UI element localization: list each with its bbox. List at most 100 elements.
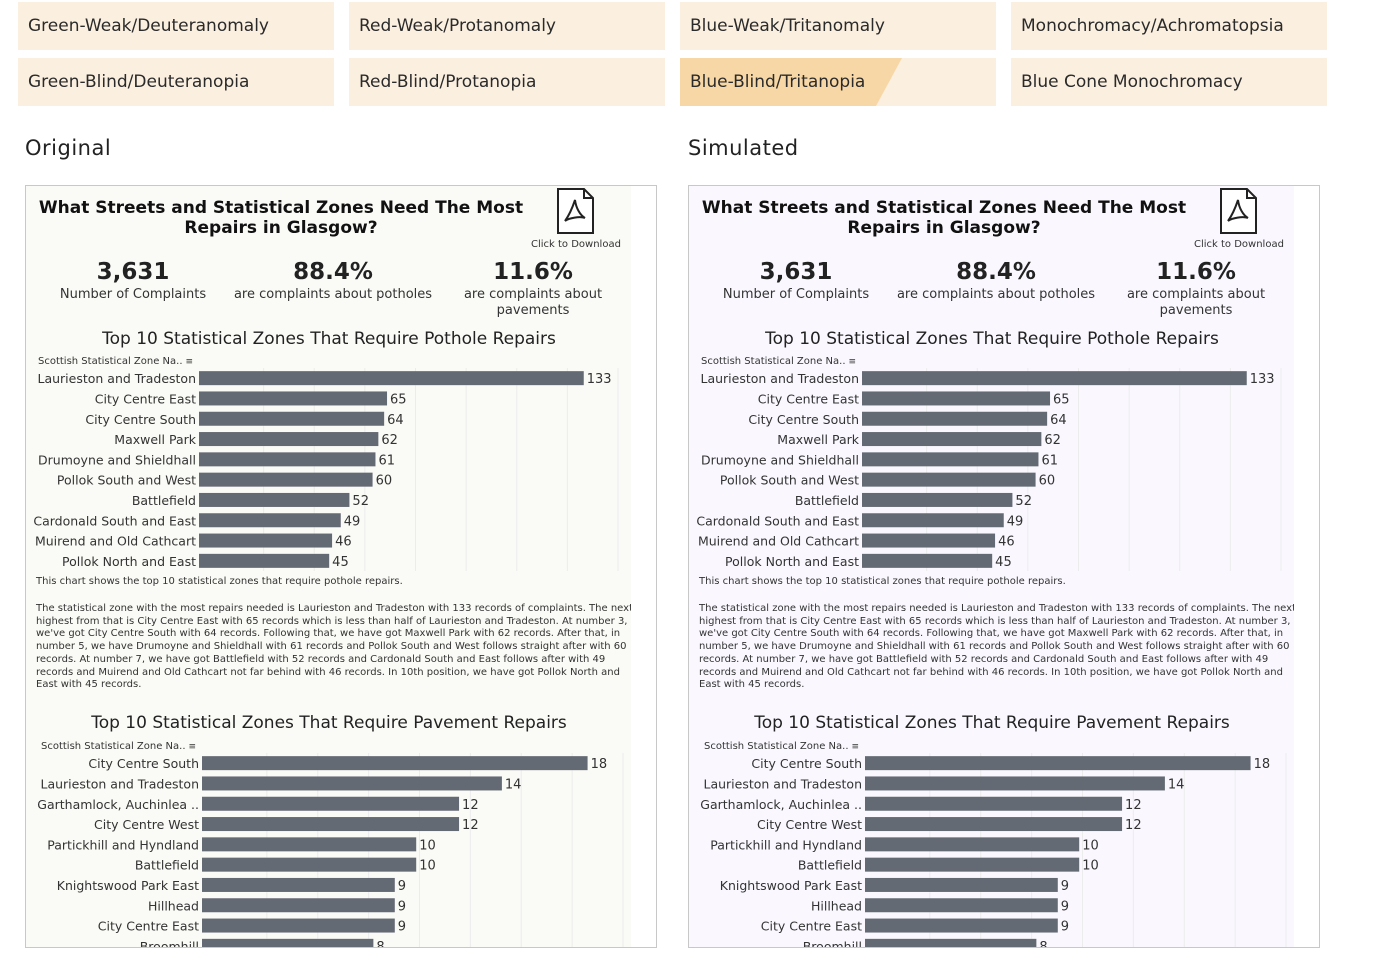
value-label: 8 <box>1039 940 1047 948</box>
kpi-potholes: 88.4% are complaints about potholes <box>233 259 433 303</box>
bar[interactable] <box>865 776 1165 791</box>
category-label: Battlefield <box>135 858 199 873</box>
bar[interactable] <box>202 877 395 892</box>
pothole-note-detail: The statistical zone with the most repai… <box>36 603 633 691</box>
kpi-label: are complaints about potholes <box>896 287 1096 302</box>
bar[interactable] <box>199 492 350 507</box>
bar[interactable] <box>862 371 1247 386</box>
filter-blue-weak[interactable]: Blue-Weak/Tritanomaly <box>680 2 996 50</box>
bar[interactable] <box>202 756 588 771</box>
axis-header[interactable]: Scottish Statistical Zone Na.. ≡ <box>704 741 860 752</box>
filter-blue-blind[interactable]: Blue-Blind/Tritanopia <box>680 58 996 106</box>
category-label: Broomhill <box>803 939 862 948</box>
bar[interactable] <box>862 513 1004 528</box>
bar[interactable] <box>862 432 1042 447</box>
bar[interactable] <box>865 796 1123 811</box>
value-label: 62 <box>381 433 398 448</box>
bar[interactable] <box>862 391 1051 406</box>
bar[interactable] <box>202 898 395 913</box>
bar[interactable] <box>199 533 333 548</box>
pothole-note-detail: The statistical zone with the most repai… <box>699 603 1296 691</box>
category-label: Laurieston and Tradeston <box>700 371 859 386</box>
bar[interactable] <box>865 817 1123 832</box>
kpi-potholes: 88.4% are complaints about potholes <box>896 259 1096 303</box>
axis-header[interactable]: Scottish Statistical Zone Na.. ≡ <box>701 356 857 367</box>
filter-red-blind[interactable]: Red-Blind/Protanopia <box>349 58 665 106</box>
filter-green-blind[interactable]: Green-Blind/Deuteranopia <box>18 58 334 106</box>
bar[interactable] <box>202 918 395 933</box>
value-label: 9 <box>398 899 406 914</box>
bar[interactable] <box>199 391 388 406</box>
filter-monochromacy[interactable]: Monochromacy/Achromatopsia <box>1011 2 1327 50</box>
bar[interactable] <box>199 472 373 487</box>
bar[interactable] <box>865 837 1080 852</box>
bar[interactable] <box>202 796 460 811</box>
bar[interactable] <box>202 837 417 852</box>
category-label: Muirend and Old Cathcart <box>698 534 859 549</box>
category-label: City Centre West <box>94 817 199 832</box>
bar[interactable] <box>862 553 993 568</box>
filter-red-weak[interactable]: Red-Weak/Protanomaly <box>349 2 665 50</box>
bar[interactable] <box>865 938 1037 948</box>
pothole-chart-title: Top 10 Statistical Zones That Require Po… <box>765 329 1219 349</box>
bar[interactable] <box>199 452 376 467</box>
value-label: 52 <box>352 494 369 509</box>
filter-green-weak[interactable]: Green-Weak/Deuteranomaly <box>18 2 334 50</box>
category-label: Hillhead <box>811 898 862 913</box>
bar[interactable] <box>862 492 1013 507</box>
value-label: 64 <box>387 413 404 428</box>
pdf-download-icon[interactable] <box>556 188 594 234</box>
value-label: 62 <box>1044 433 1061 448</box>
bar[interactable] <box>199 411 385 426</box>
value-label: 49 <box>1007 514 1024 529</box>
sort-icon[interactable]: ≡ <box>848 357 857 367</box>
sort-icon[interactable]: ≡ <box>185 357 194 367</box>
pavement-chart-title: Top 10 Statistical Zones That Require Pa… <box>754 713 1230 733</box>
pdf-download-icon[interactable] <box>1219 188 1257 234</box>
value-label: 9 <box>398 920 406 935</box>
value-label: 12 <box>462 818 479 833</box>
sort-icon[interactable]: ≡ <box>851 742 860 752</box>
category-label: Garthamlock, Auchinlea .. <box>700 797 862 812</box>
sort-icon[interactable]: ≡ <box>188 742 197 752</box>
bar[interactable] <box>199 553 330 568</box>
pothole-note-summary: This chart shows the top 10 statistical … <box>36 576 403 587</box>
scrollbar-track[interactable] <box>1294 186 1319 947</box>
bar[interactable] <box>199 513 341 528</box>
bar[interactable] <box>199 432 379 447</box>
bar[interactable] <box>862 533 996 548</box>
download-label[interactable]: Click to Download <box>1194 239 1284 250</box>
value-label: 65 <box>1053 392 1070 407</box>
bar[interactable] <box>862 452 1039 467</box>
value-label: 60 <box>1039 474 1056 489</box>
pothole-bar-chart: Laurieston and Tradeston 133 City Centre E… <box>33 368 619 571</box>
axis-header[interactable]: Scottish Statistical Zone Na.. ≡ <box>41 741 197 752</box>
kpi-complaints: 3,631 Number of Complaints <box>696 259 896 303</box>
bar[interactable] <box>865 918 1058 933</box>
scrollbar-track[interactable] <box>631 186 656 947</box>
category-label: Drumoyne and Shieldhall <box>38 452 196 467</box>
bar[interactable] <box>202 817 460 832</box>
bar[interactable] <box>202 938 374 948</box>
value-label: 64 <box>1050 413 1067 428</box>
bar[interactable] <box>862 472 1036 487</box>
axis-header[interactable]: Scottish Statistical Zone Na.. ≡ <box>38 356 194 367</box>
bar[interactable] <box>202 776 502 791</box>
bar[interactable] <box>199 371 584 386</box>
bar[interactable] <box>862 411 1048 426</box>
bar[interactable] <box>865 857 1080 872</box>
value-label: 46 <box>998 535 1015 550</box>
bar[interactable] <box>202 857 417 872</box>
bar[interactable] <box>865 877 1058 892</box>
category-label: Drumoyne and Shieldhall <box>701 452 859 467</box>
value-label: 52 <box>1015 494 1032 509</box>
filter-blue-cone-monochromacy[interactable]: Blue Cone Monochromacy <box>1011 58 1327 106</box>
bar[interactable] <box>865 898 1058 913</box>
simulated-label: Simulated <box>688 136 799 160</box>
category-label: Partickhill and Hyndland <box>710 837 862 852</box>
download-label[interactable]: Click to Download <box>531 239 621 250</box>
pavement-bar-chart: City Centre South 18 Laurieston and Trades… <box>37 753 624 948</box>
category-label: City Centre South <box>88 756 199 771</box>
kpi-value: 11.6% <box>493 259 573 285</box>
bar[interactable] <box>865 756 1251 771</box>
